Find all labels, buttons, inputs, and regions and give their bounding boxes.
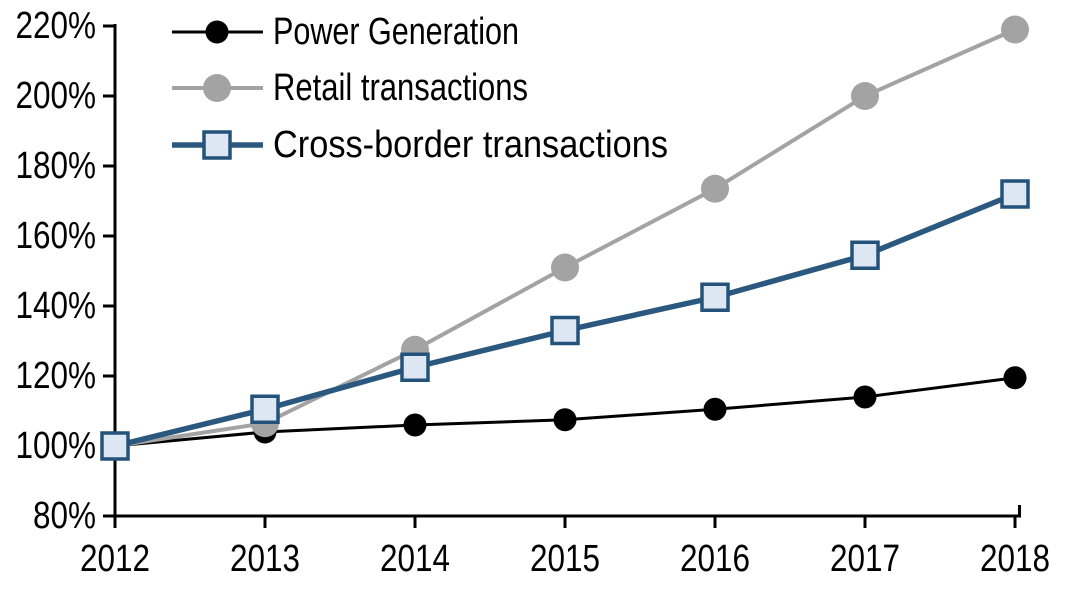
retail-transactions-marker-2018 <box>1001 15 1029 44</box>
y-tick-label-120: 120% <box>16 355 97 397</box>
y-tick-label-220: 220% <box>16 5 97 47</box>
legend-marker-retail-transactions <box>203 74 231 102</box>
y-tick-label-140: 140% <box>16 285 97 327</box>
cross-border-transactions-marker-2016 <box>700 282 730 312</box>
power-generation-marker-2014 <box>403 413 427 437</box>
retail-transactions-marker-2016 <box>701 174 729 203</box>
cross-border-transactions-marker-2014 <box>400 352 430 382</box>
power-generation-marker-2017 <box>853 385 877 409</box>
cross-border-transactions-marker-2018 <box>1000 179 1030 209</box>
legend-marker-power-generation <box>205 20 229 44</box>
y-tick-label-180: 180% <box>16 145 97 187</box>
retail-transactions-marker-2015 <box>551 253 579 282</box>
retail-transactions-line <box>114 27 1016 448</box>
x-tick-label-2012: 2012 <box>80 538 150 580</box>
power-generation-marker-2016 <box>703 397 727 421</box>
cross-border-transactions-marker-2017 <box>850 240 880 270</box>
x-tick-label-2017: 2017 <box>830 538 900 580</box>
y-tick-label-100: 100% <box>16 425 97 467</box>
y-tick-label-160: 160% <box>16 215 97 257</box>
power-generation-marker-2018 <box>1003 366 1027 390</box>
cross-border-transactions-marker-2012 <box>100 431 130 461</box>
x-tick-label-2014: 2014 <box>380 538 450 580</box>
legend-marker-cross-border-transactions <box>202 130 232 160</box>
y-tick-label-200: 200% <box>16 75 97 117</box>
cross-border-transactions-marker-2015 <box>550 315 580 346</box>
legend-label-retail-transactions: Retail transactions <box>273 67 528 109</box>
x-tick-label-2016: 2016 <box>680 538 750 580</box>
power-generation-marker-2015 <box>553 408 577 432</box>
x-tick-label-2013: 2013 <box>230 538 300 580</box>
cross-border-transactions-marker-2013 <box>250 394 280 424</box>
legend-label-power-generation: Power Generation <box>273 11 519 53</box>
x-tick-label-2018: 2018 <box>980 538 1050 580</box>
y-tick-label-80: 80% <box>33 495 96 537</box>
x-tick-label-2015: 2015 <box>530 538 600 580</box>
legend-label-cross-border-transactions: Cross-border transactions <box>273 124 668 166</box>
retail-transactions-marker-2017 <box>851 82 879 110</box>
